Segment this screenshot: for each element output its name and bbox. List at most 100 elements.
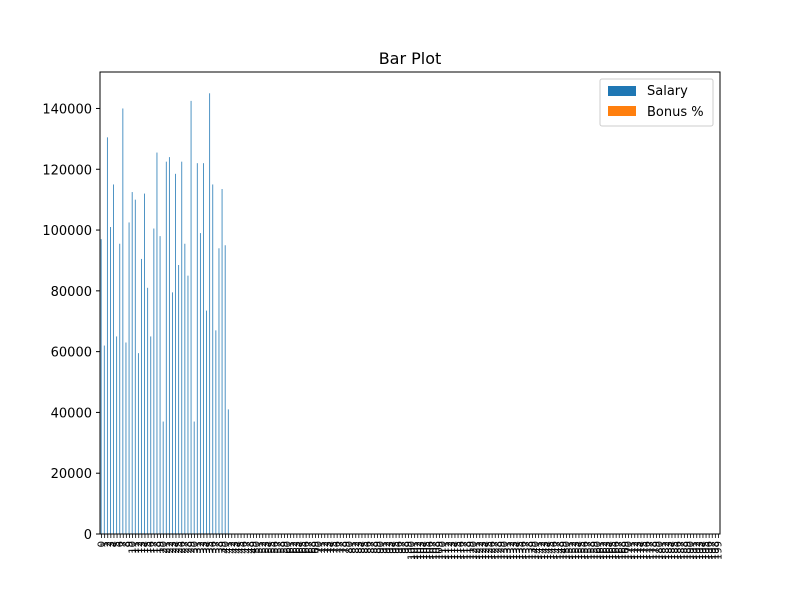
x-tick-label: 178 bbox=[648, 541, 659, 560]
x-tick-label: 93 bbox=[385, 541, 396, 554]
bar-salary-10 bbox=[131, 192, 133, 534]
x-tick-label: 92 bbox=[382, 541, 393, 554]
x-tick-label: 3 bbox=[106, 541, 117, 547]
bar-salary-28 bbox=[187, 275, 189, 534]
bar-salary-30 bbox=[193, 421, 195, 534]
x-tick-label: 94 bbox=[388, 541, 399, 554]
x-tick-label: 130 bbox=[500, 541, 511, 560]
bar-salary-3 bbox=[110, 227, 111, 534]
x-axis: 0123456789101112131415161718192021222324… bbox=[97, 534, 724, 560]
x-tick-label: 176 bbox=[642, 541, 653, 560]
bar-salary-17 bbox=[153, 228, 155, 534]
x-tick-label: 61 bbox=[286, 541, 297, 554]
bar-salary-33 bbox=[203, 163, 204, 534]
x-tick-label: 165 bbox=[608, 541, 619, 560]
chart-title: Bar Plot bbox=[379, 49, 442, 68]
bar-salary-41 bbox=[227, 409, 229, 534]
x-tick-label: 17 bbox=[149, 541, 160, 554]
x-tick-label: 15 bbox=[143, 541, 154, 554]
x-tick-label: 116 bbox=[456, 541, 467, 560]
x-tick-label: 111 bbox=[441, 541, 452, 560]
x-tick-label: 18 bbox=[152, 541, 163, 554]
bar-salary-0 bbox=[100, 239, 102, 535]
x-tick-label: 169 bbox=[620, 541, 631, 560]
x-tick-label: 7 bbox=[118, 541, 129, 547]
x-tick-label: 16 bbox=[146, 541, 157, 554]
x-tick-label: 151 bbox=[565, 541, 576, 560]
x-tick-label: 34 bbox=[202, 541, 213, 554]
x-tick-label: 101 bbox=[410, 541, 421, 560]
bar-salary-24 bbox=[175, 173, 176, 534]
bar-salary-32 bbox=[199, 233, 201, 534]
x-tick-label: 104 bbox=[419, 541, 430, 560]
y-tick-label: 100000 bbox=[42, 224, 92, 239]
x-tick-label: 29 bbox=[186, 541, 197, 554]
x-tick-label: 82 bbox=[351, 541, 362, 554]
x-tick-label: 37 bbox=[211, 541, 222, 554]
x-tick-label: 85 bbox=[360, 541, 371, 554]
x-tick-label: 119 bbox=[465, 541, 476, 560]
x-tick-label: 42 bbox=[227, 541, 238, 554]
x-tick-label: 175 bbox=[639, 541, 650, 560]
x-tick-label: 144 bbox=[543, 541, 554, 560]
bar-salary-9 bbox=[128, 222, 130, 534]
x-tick-label: 152 bbox=[568, 541, 579, 560]
x-tick-label: 179 bbox=[651, 541, 662, 560]
x-tick-label: 26 bbox=[177, 541, 188, 554]
x-tick-label: 63 bbox=[292, 541, 303, 554]
bar-salary-25 bbox=[178, 265, 180, 534]
x-tick-label: 72 bbox=[320, 541, 331, 554]
x-tick-label: 21 bbox=[162, 541, 173, 554]
x-tick-label: 163 bbox=[602, 541, 613, 560]
x-tick-label: 192 bbox=[692, 541, 703, 560]
x-tick-label: 173 bbox=[633, 541, 644, 560]
bar-salary-15 bbox=[147, 287, 149, 534]
x-tick-label: 140 bbox=[531, 541, 542, 560]
x-tick-label: 120 bbox=[469, 541, 480, 560]
x-tick-label: 106 bbox=[425, 541, 436, 560]
x-tick-label: 80 bbox=[345, 541, 356, 554]
x-tick-label: 118 bbox=[462, 541, 473, 560]
x-tick-label: 43 bbox=[230, 541, 241, 554]
x-tick-label: 8 bbox=[121, 541, 132, 547]
x-tick-label: 28 bbox=[183, 541, 194, 554]
x-tick-label: 87 bbox=[366, 541, 377, 554]
x-tick-label: 129 bbox=[496, 541, 507, 560]
x-tick-label: 14 bbox=[140, 541, 151, 554]
y-tick-label: 80000 bbox=[51, 285, 92, 300]
x-tick-label: 23 bbox=[168, 541, 179, 554]
bar-salary-21 bbox=[165, 161, 167, 534]
x-tick-label: 99 bbox=[403, 541, 414, 554]
y-tick-label: 0 bbox=[84, 528, 92, 543]
x-tick-label: 52 bbox=[258, 541, 269, 554]
bar-salary-14 bbox=[144, 193, 145, 534]
x-tick-label: 59 bbox=[279, 541, 290, 554]
x-tick-label: 27 bbox=[180, 541, 191, 554]
bar-salary-39 bbox=[221, 189, 223, 534]
x-tick-label: 46 bbox=[239, 541, 250, 554]
legend-label-bonus: Bonus % bbox=[647, 105, 704, 120]
x-tick-label: 97 bbox=[397, 541, 408, 554]
x-tick-label: 66 bbox=[301, 541, 312, 554]
x-tick-label: 191 bbox=[689, 541, 700, 560]
x-tick-label: 162 bbox=[599, 541, 610, 560]
x-tick-label: 73 bbox=[323, 541, 334, 554]
x-tick-label: 98 bbox=[400, 541, 411, 554]
x-tick-label: 146 bbox=[549, 541, 560, 560]
x-tick-label: 150 bbox=[562, 541, 573, 560]
x-tick-label: 91 bbox=[379, 541, 390, 554]
x-tick-label: 117 bbox=[459, 541, 470, 560]
x-tick-label: 69 bbox=[310, 541, 321, 554]
legend-label-salary: Salary bbox=[647, 84, 688, 99]
y-tick-label: 60000 bbox=[51, 346, 92, 361]
x-tick-label: 115 bbox=[453, 541, 464, 560]
x-tick-label: 132 bbox=[506, 541, 517, 560]
x-tick-label: 50 bbox=[252, 541, 263, 554]
x-tick-label: 124 bbox=[481, 541, 492, 560]
x-tick-label: 110 bbox=[438, 541, 449, 560]
x-tick-label: 153 bbox=[571, 541, 582, 560]
x-tick-label: 77 bbox=[335, 541, 346, 554]
bars-layer bbox=[100, 93, 229, 535]
x-tick-label: 166 bbox=[611, 541, 622, 560]
